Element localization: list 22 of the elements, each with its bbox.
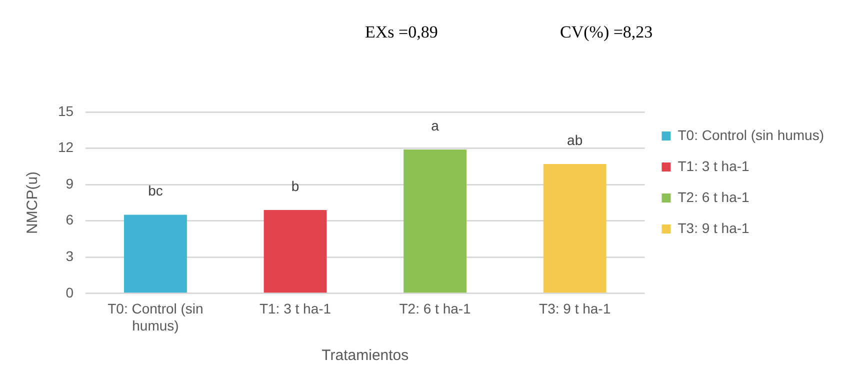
legend-label: T3: 9 t ha-1: [678, 220, 750, 236]
annotation: ab: [567, 132, 583, 148]
y-tick-label: 6: [66, 212, 74, 228]
x-tick-label: T1: 3 t ha-1: [259, 300, 332, 317]
legend-label: T0: Control (sin humus): [678, 126, 824, 143]
x-tick-label: T3: 9 t ha-1: [539, 300, 611, 317]
y-tick-label: 15: [58, 102, 74, 119]
x-tick-label: T0: Control (sin humus): [108, 300, 204, 334]
annotation: bc: [148, 182, 163, 199]
legend-label: T1: 3 t ha-1: [678, 158, 750, 174]
y-tick-label: 3: [66, 248, 74, 264]
text: CV(%) =8,23: [560, 22, 653, 42]
x-axis-title: Tratamientos: [322, 347, 409, 364]
y-tick-label: 9: [66, 175, 74, 192]
annotation: b: [291, 178, 300, 194]
annotation: a: [431, 117, 440, 134]
y-tick-label: 0: [66, 284, 74, 300]
x-tick-label: T2: 6 t ha-1: [399, 300, 472, 317]
y-tick-label: 12: [58, 139, 74, 156]
y-axis-title: NMCP(u): [24, 171, 42, 234]
text: EXs =0,89: [365, 22, 438, 42]
legend-label: T2: 6 t ha-1: [678, 188, 750, 205]
